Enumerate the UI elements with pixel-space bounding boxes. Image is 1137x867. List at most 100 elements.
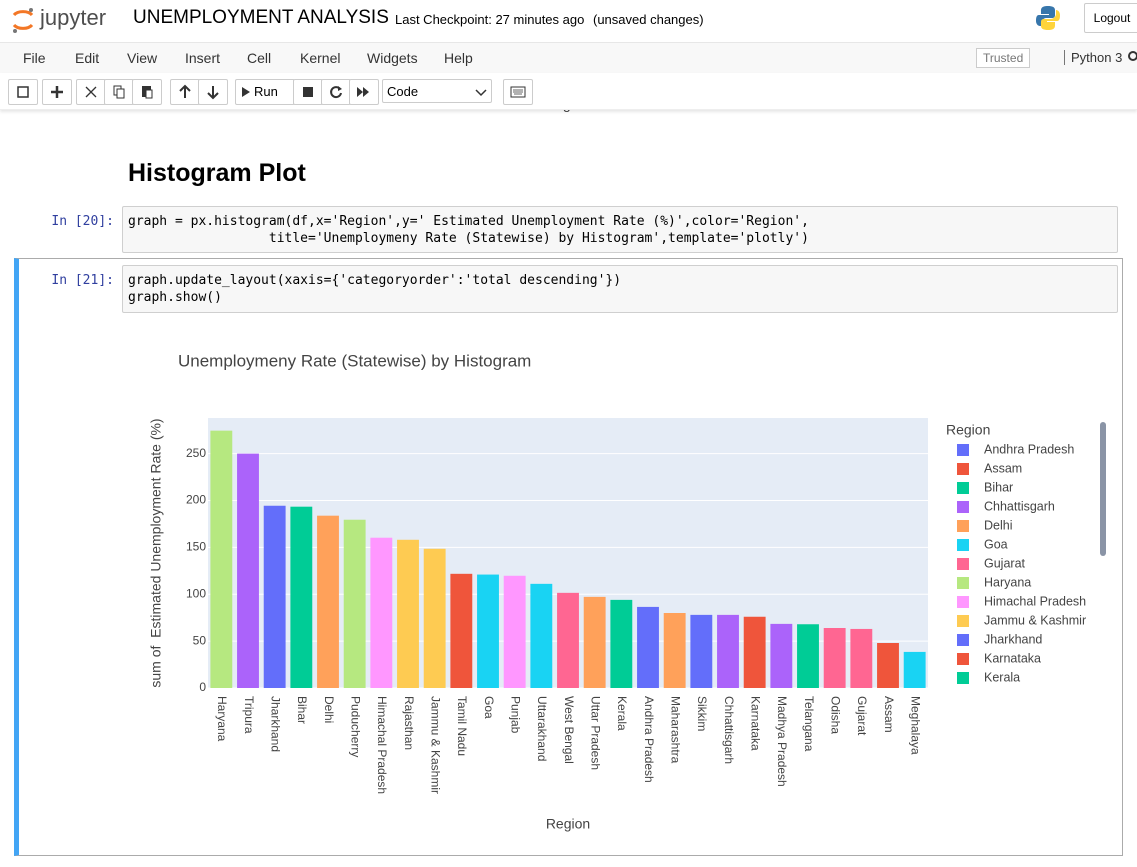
x-tick-label: Tamil Nadu: [455, 696, 469, 756]
x-tick-label: Jharkhand: [268, 696, 282, 752]
x-tick-label: Andhra Pradesh: [642, 696, 656, 783]
interrupt-button[interactable]: [293, 79, 323, 105]
legend-swatch: [957, 444, 969, 456]
bar: [797, 624, 819, 688]
menu-item[interactable]: Insert: [185, 50, 221, 66]
legend-swatch: [957, 463, 969, 475]
legend-swatch: [957, 653, 969, 665]
move-down-button[interactable]: [198, 79, 228, 105]
x-tick-label: Bihar: [295, 696, 309, 724]
legend-swatch: [957, 501, 969, 513]
menu-item[interactable]: Help: [444, 50, 473, 66]
save-button[interactable]: [8, 79, 38, 105]
bar: [343, 519, 366, 688]
bar: [770, 623, 793, 688]
run-all-button[interactable]: [349, 79, 379, 105]
legend-label: Karnataka: [984, 651, 1041, 665]
notebook-title[interactable]: UNEMPLOYMENT ANALYSIS: [133, 7, 389, 28]
chart-title: Unemploymeny Rate (Statewise) by Histogr…: [178, 351, 531, 370]
bar: [290, 506, 313, 688]
menu-item[interactable]: File: [23, 50, 46, 66]
x-tick-label: Sikkim: [695, 696, 709, 731]
x-tick-label: Telangana: [802, 696, 816, 752]
run-button[interactable]: Run: [235, 79, 295, 105]
code-line: graph = px.histogram(df,x='Region',y=' E…: [128, 214, 809, 229]
bar: [743, 616, 766, 688]
add-cell-button[interactable]: [42, 79, 72, 105]
code-input[interactable]: graph = px.histogram(df,x='Region',y=' E…: [122, 206, 1118, 253]
x-tick-label: Assam: [882, 696, 896, 733]
legend-label: Gujarat: [984, 556, 1026, 570]
copy-button[interactable]: [104, 79, 134, 105]
cut-button[interactable]: [76, 79, 106, 105]
x-tick-label: Kerala: [615, 696, 629, 731]
x-tick-label: Karnataka: [748, 696, 762, 751]
x-tick-label: Madhya Pradesh: [775, 696, 789, 787]
bar: [903, 651, 926, 688]
x-tick-label: Himachal Pradesh: [375, 696, 389, 794]
bar: [717, 614, 739, 688]
legend-label: Andhra Pradesh: [984, 442, 1074, 456]
logout-button[interactable]: Logout: [1084, 3, 1137, 33]
x-tick-label: Goa: [482, 696, 496, 719]
run-label: Run: [254, 84, 278, 99]
bar: [477, 574, 499, 688]
bar: [877, 643, 899, 688]
legend-swatch: [957, 539, 969, 551]
menu-item[interactable]: Widgets: [367, 50, 418, 66]
cell-prompt: In [21]:: [51, 273, 114, 288]
legend-label: Bihar: [984, 480, 1013, 494]
x-tick-label: Puducherry: [348, 696, 362, 757]
legend-title: Region: [946, 422, 990, 438]
menu-item[interactable]: View: [127, 50, 158, 66]
menu-item[interactable]: Kernel: [300, 50, 341, 66]
bar: [610, 599, 633, 688]
y-tick-label: 200: [186, 493, 206, 507]
legend-scrollbar[interactable]: [1100, 422, 1106, 556]
x-tick-label: Odisha: [828, 696, 842, 734]
x-tick-label: Tripura: [242, 696, 256, 734]
cell-type-select[interactable]: Code: [382, 79, 492, 103]
code-input[interactable]: graph.update_layout(xaxis={'categoryorde…: [122, 265, 1118, 313]
bar: [850, 628, 873, 688]
bar: [237, 453, 259, 688]
legend-swatch: [957, 577, 969, 589]
menu-item[interactable]: Cell: [247, 50, 272, 66]
bar: [690, 614, 713, 688]
selected-cell[interactable]: [14, 258, 1123, 856]
y-tick-label: 0: [199, 680, 206, 694]
x-tick-label: Chhattisgarh: [722, 696, 736, 764]
restart-button[interactable]: [321, 79, 351, 105]
x-tick-label: Gujarat: [855, 696, 869, 736]
legend-label: Kerala: [984, 670, 1020, 684]
x-tick-label: Maharashtra: [668, 696, 682, 764]
y-tick-label: 250: [186, 446, 206, 460]
trusted-indicator[interactable]: Trusted: [976, 48, 1031, 68]
paste-button[interactable]: [132, 79, 162, 105]
checkpoint: Last Checkpoint: 27 minutes ago: [395, 12, 585, 27]
logo-text: jupyter: [40, 5, 107, 30]
bar: [557, 592, 579, 688]
y-axis-title: sum of Estimated Unemployment Rate (%): [148, 418, 164, 687]
menu-item[interactable]: Edit: [75, 50, 100, 66]
legend-swatch: [957, 558, 969, 570]
legend-label: Haryana: [984, 575, 1031, 589]
legend-label: Goa: [984, 537, 1008, 551]
bar: [370, 537, 393, 688]
kernel-name: Python 3: [1064, 50, 1122, 65]
cell-prompt: In [20]:: [51, 214, 114, 229]
move-up-button[interactable]: [170, 79, 200, 105]
bar: [263, 505, 286, 688]
legend-swatch: [957, 482, 969, 494]
bar: [317, 515, 339, 688]
header: jupyter UNEMPLOYMENT ANALYSIS Last Check…: [0, 0, 1137, 42]
python-logo: [1036, 6, 1060, 30]
x-tick-label: Uttar Pradesh: [588, 696, 602, 770]
x-tick-label: Punjab: [508, 696, 522, 734]
code-line: title='Unemploymeny Rate (Statewise) by …: [128, 231, 809, 246]
bar: [210, 430, 233, 688]
command-palette-button[interactable]: [503, 79, 533, 105]
bar: [583, 596, 606, 688]
x-tick-label: Haryana: [215, 696, 229, 742]
